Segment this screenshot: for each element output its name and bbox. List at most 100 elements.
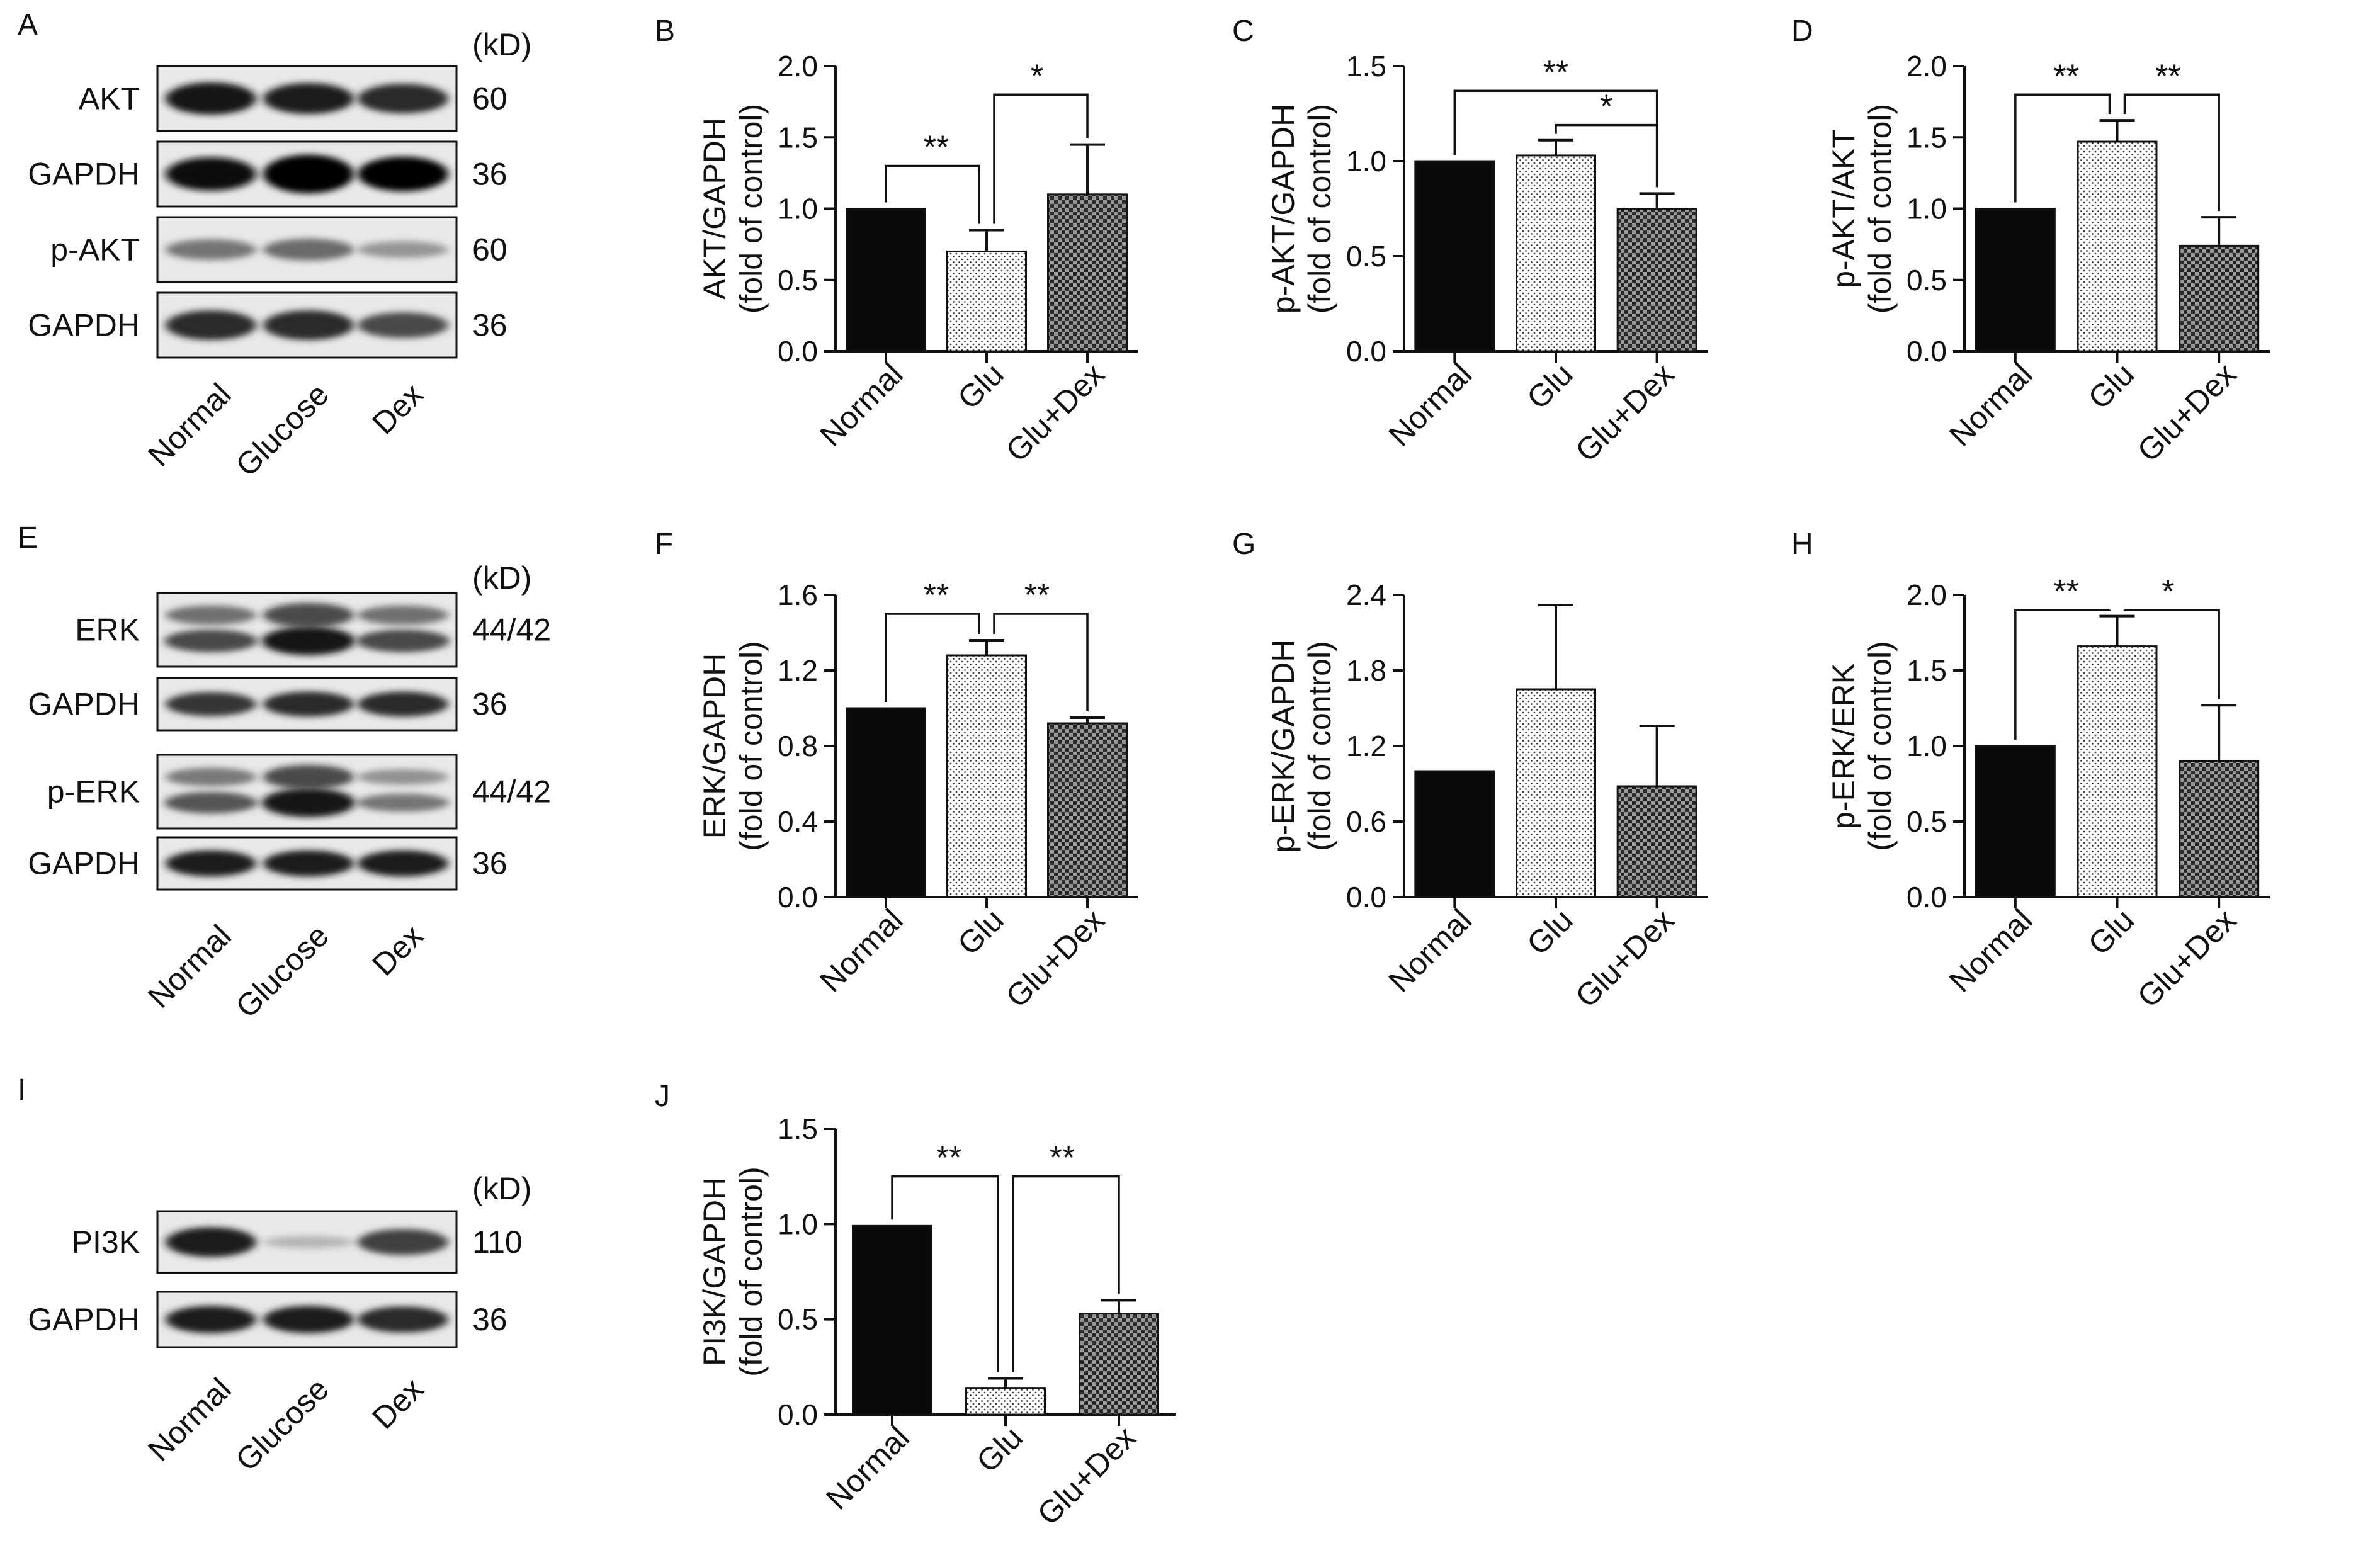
significance-label: * — [2162, 574, 2174, 610]
blot-band — [166, 82, 256, 115]
blot-band — [166, 239, 256, 260]
blot-band — [166, 605, 256, 625]
significance-label: ** — [2053, 574, 2078, 610]
y-tick-label: 1.8 — [1346, 654, 1386, 687]
bar-glu-dex — [1047, 722, 1128, 898]
protein-label: AKT — [79, 81, 140, 116]
y-tick-label: 1.0 — [1907, 193, 1947, 225]
bar-normal — [1414, 770, 1495, 898]
y-axis-label-line: (fold of control) — [1302, 104, 1337, 314]
blot-band — [358, 156, 448, 192]
y-tick-label: 0.5 — [1907, 805, 1947, 838]
significance-bracket — [993, 93, 1089, 224]
bar-glu — [1516, 154, 1596, 353]
y-axis-label-line: (fold of control) — [734, 1167, 769, 1376]
y-axis-label-line: (fold of control) — [1302, 641, 1337, 851]
significance-label: ** — [936, 1140, 961, 1177]
x-tick-label: Normal — [813, 356, 910, 453]
y-tick-label: 0.5 — [778, 1303, 818, 1336]
x-tick-label: Glu — [2082, 902, 2141, 962]
y-axis-label-line: (fold of control) — [1862, 104, 1898, 314]
bar-glu-dex — [2179, 244, 2260, 353]
blot-band — [358, 691, 448, 717]
y-tick-label: 2.0 — [1907, 579, 1947, 611]
blot-band — [166, 1227, 256, 1257]
x-tick-label: Normal — [819, 1420, 916, 1517]
kd-value: 110 — [472, 1224, 523, 1260]
bar-glu — [2077, 140, 2158, 353]
bar-glu-dex — [1616, 785, 1697, 898]
y-tick-label: 0.0 — [1907, 335, 1947, 368]
y-axis-label: ERK/GAPDH(fold of control) — [697, 641, 769, 851]
y-axis-label-line: ERK/GAPDH — [697, 653, 732, 839]
bar-glu — [965, 1387, 1046, 1416]
blot-band — [262, 788, 355, 817]
x-tick-label: Glu+Dex — [2131, 902, 2243, 1014]
blot-band — [164, 630, 258, 653]
y-tick-label: 1.2 — [1346, 730, 1386, 762]
panel-letter-f: F — [655, 528, 673, 561]
bar-glu — [1516, 688, 1596, 898]
kd-unit-label: (kD) — [472, 1171, 531, 1206]
blot-band — [166, 850, 256, 877]
protein-label: GAPDH — [28, 846, 140, 881]
y-tick-label: 0.0 — [778, 335, 818, 368]
x-tick-label: Glu+Dex — [1568, 356, 1680, 468]
blot-band — [356, 793, 450, 812]
y-axis-label-line: p-ERK/ERK — [1826, 663, 1861, 829]
panel-letter-b: B — [655, 14, 675, 48]
significance-bracket — [2123, 93, 2220, 212]
blot-band — [166, 1306, 256, 1333]
x-tick-label: Normal — [1942, 356, 2039, 453]
blot-band — [166, 157, 256, 191]
chart-panel-h: H 0.0 0.5 1.0 1.5 2.0 p-ERK/ERK(fold of contro… — [1791, 528, 2270, 1014]
lane-label: Glucose — [229, 1371, 335, 1478]
y-axis-label: p-ERK/ERK(fold of control) — [1826, 641, 1898, 851]
blot-band — [358, 850, 448, 877]
blot-band — [263, 602, 354, 628]
blot-row-gapdh: GAPDH 36 — [28, 836, 507, 891]
bar-glu-dex — [1079, 1313, 1159, 1416]
y-tick-label: 0.5 — [1907, 264, 1947, 297]
protein-label: PI3K — [72, 1224, 140, 1260]
y-tick-label: 0.6 — [1346, 805, 1386, 838]
x-tick-label: Glu+Dex — [999, 902, 1111, 1014]
blot-band — [358, 769, 448, 785]
panel-letter-i: I — [18, 1073, 26, 1107]
kd-value: 44/42 — [472, 774, 551, 810]
y-axis-label-line: p-ERK/GAPDH — [1266, 640, 1301, 853]
x-tick-label: Glu — [951, 356, 1011, 416]
bar-glu-dex — [1616, 208, 1697, 353]
y-tick-label: 1.0 — [1907, 730, 1947, 762]
kd-value: 60 — [472, 81, 507, 116]
panel-letter-g: G — [1232, 528, 1255, 561]
significance-bracket — [1555, 123, 1658, 188]
lane-label: Normal — [141, 918, 238, 1015]
y-tick-label: 0.8 — [778, 730, 818, 762]
y-tick-label: 1.0 — [778, 1207, 818, 1240]
panel-letter-j: J — [655, 1080, 670, 1113]
significance-label: ** — [2155, 58, 2180, 94]
significance-label: ** — [924, 577, 949, 614]
significance-bracket — [993, 613, 1089, 711]
chart-panel-b: B 0.0 0.5 1.0 1.5 2.0 AKT/GAPDH(fold of contro… — [655, 14, 1138, 468]
bar-glu — [946, 654, 1027, 898]
y-tick-label: 1.5 — [778, 1112, 818, 1145]
bar-normal — [1975, 208, 2056, 353]
blot-band — [263, 310, 354, 341]
x-tick-label: Glu+Dex — [999, 356, 1111, 468]
bar-glu — [2077, 645, 2158, 898]
y-axis-label-line: (fold of control) — [734, 104, 769, 314]
x-tick-label: Glu — [1520, 356, 1580, 416]
x-tick-label: Glu+Dex — [1568, 902, 1680, 1014]
blot-row-gapdh: GAPDH 36 — [28, 140, 507, 208]
significance-bracket — [885, 164, 980, 224]
blot-band — [263, 691, 354, 717]
protein-label: GAPDH — [28, 308, 140, 343]
blot-band — [263, 764, 354, 789]
blot-band — [263, 850, 354, 877]
x-tick-label: Normal — [1382, 902, 1479, 999]
blot-band — [263, 82, 354, 115]
y-axis-label-line: (fold of control) — [1862, 641, 1898, 851]
